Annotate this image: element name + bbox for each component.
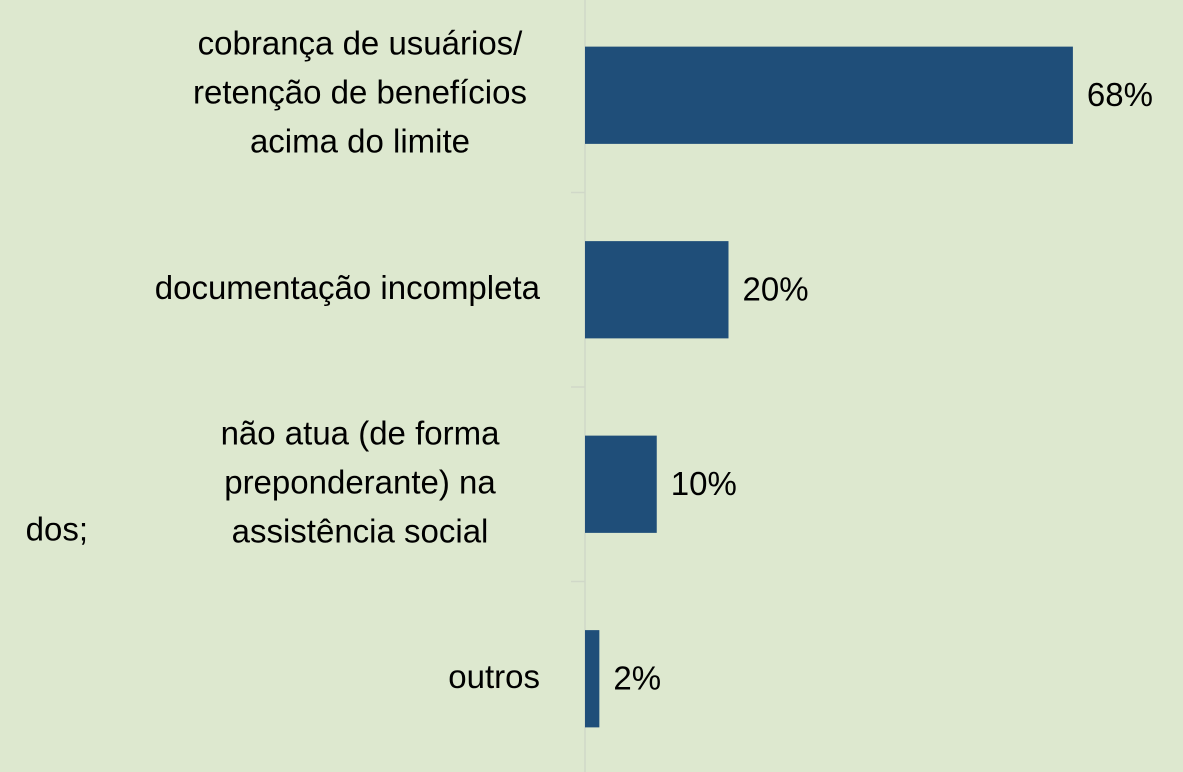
y-tick-label: cobrança de usuários/retenção de benefíc… (193, 24, 527, 159)
value-label: 2% (613, 659, 661, 696)
y-tick-label-line: assistência social (232, 512, 489, 549)
bar (585, 46, 1073, 144)
bar (585, 630, 600, 728)
y-tick-label-line: acima do limite (250, 122, 470, 159)
y-tick-label: não atua (de forma preponderante) na assis… (221, 414, 500, 549)
y-tick-label-line: documentação incompleta (155, 268, 541, 305)
bar (585, 241, 729, 339)
y-tick-label-line: preponderante) na (224, 463, 496, 500)
y-tick-label-line: outros (448, 657, 540, 694)
y-tick-label-line: cobrança de usuários/ (198, 24, 524, 61)
value-label: 20% (743, 270, 809, 307)
value-label: 68% (1087, 76, 1153, 113)
y-tick-label-line: não atua (de forma (221, 414, 500, 451)
bar (585, 435, 657, 533)
y-tick-label-line: retenção de benefícios (193, 73, 527, 110)
annotation: dos; (26, 511, 88, 548)
y-tick-label: documentação incompleta (155, 268, 541, 305)
y-tick-label: outros (448, 657, 540, 694)
value-label: 10% (671, 465, 737, 502)
